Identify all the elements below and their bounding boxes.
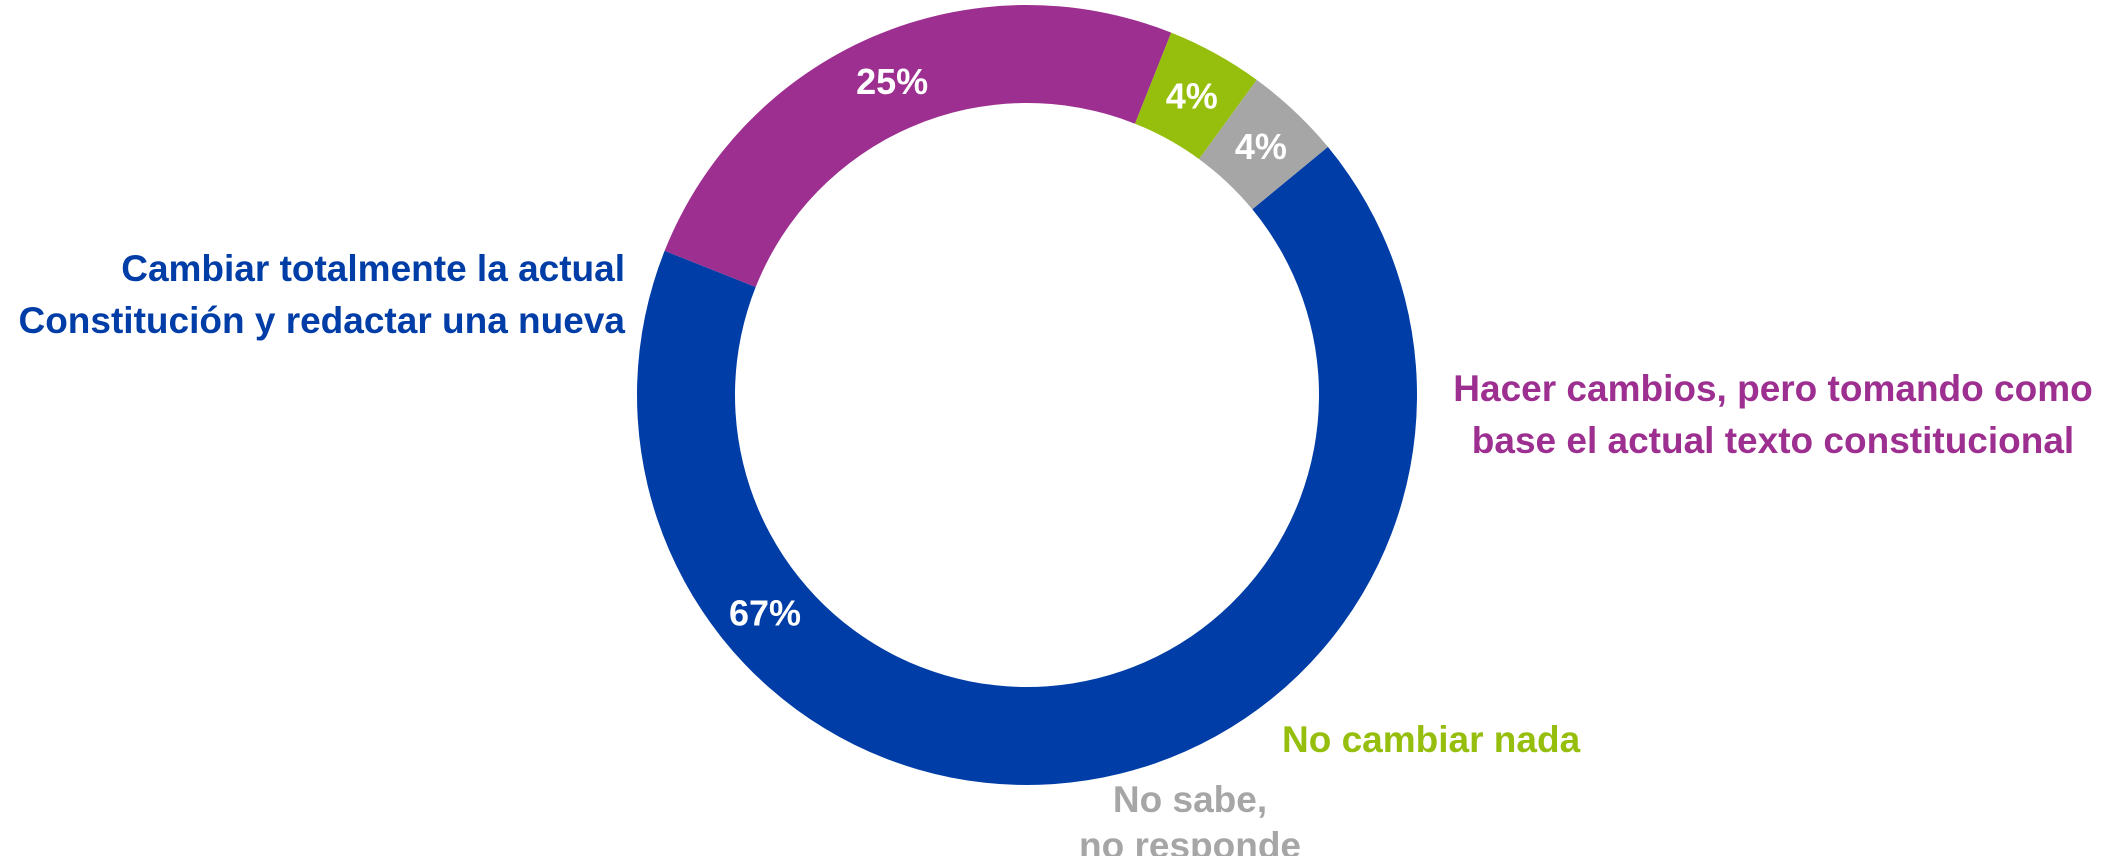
slice-cambiar-totalmente-la bbox=[637, 146, 1418, 786]
category-label-no-sabe-no: No sabe, no responde bbox=[1079, 779, 1301, 856]
donut-slices bbox=[637, 4, 1418, 786]
percentage-labels: 67% 25% 4% 4% bbox=[729, 61, 1287, 633]
slice-hacer-cambios-pero bbox=[664, 4, 1172, 288]
category-label-hacer-cambios-pero: Hacer cambios, pero tomando como base el … bbox=[1453, 368, 2092, 461]
slice-no-sabe-no bbox=[1199, 79, 1328, 210]
value-label-hacer-cambios-pero: 25% bbox=[856, 61, 928, 102]
category-label-cambiar-totalmente-la: Cambiar totalmente la actual Constitución… bbox=[18, 248, 625, 341]
value-label-cambiar-totalmente-la: 67% bbox=[729, 592, 801, 633]
category-labels: Cambiar totalmente la actual Constitución… bbox=[18, 248, 2092, 856]
value-label-no-cambiar-nada: 4% bbox=[1166, 75, 1218, 116]
category-label-no-cambiar-nada: No cambiar nada bbox=[1282, 719, 1581, 760]
slice-no-cambiar-nada bbox=[1134, 32, 1257, 160]
value-label-no-sabe-no: 4% bbox=[1235, 126, 1287, 167]
